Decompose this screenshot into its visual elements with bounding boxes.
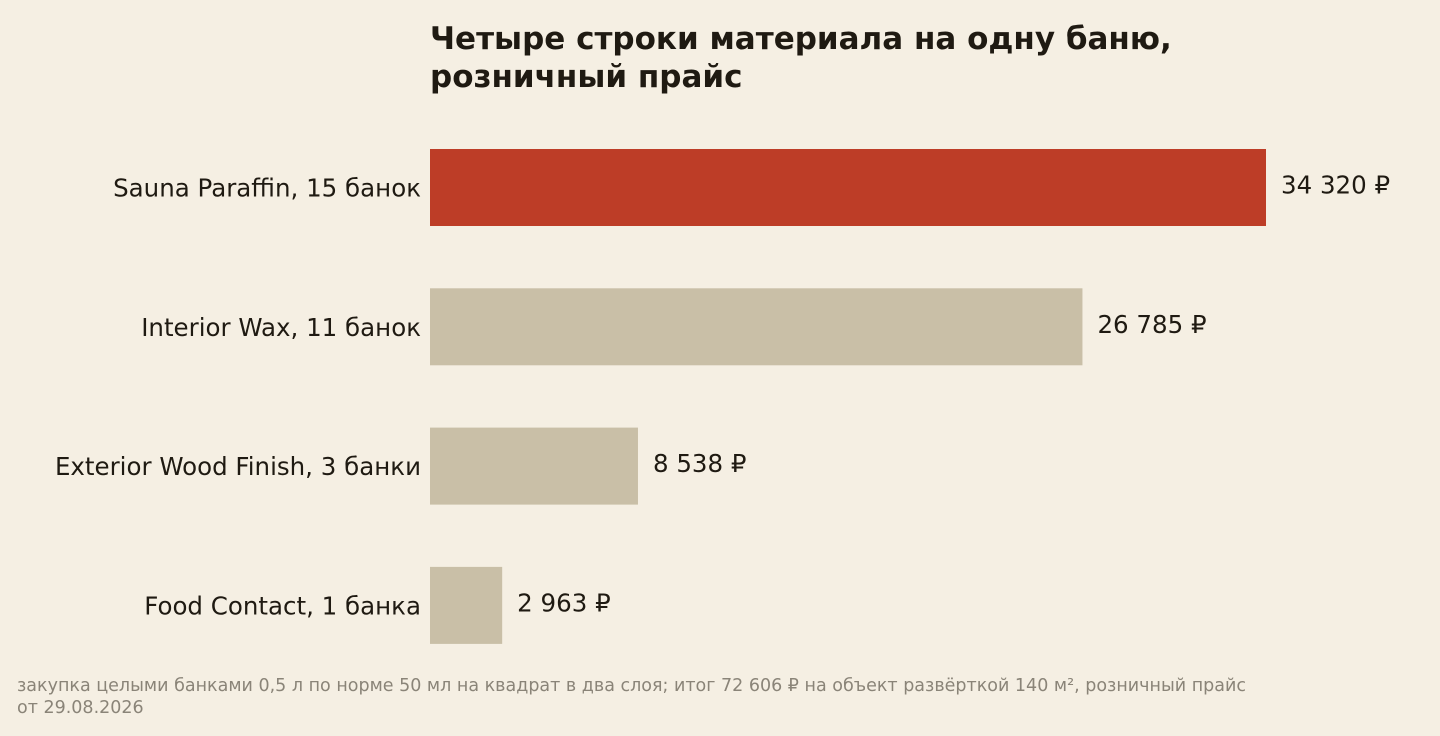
value-label: 8 538 ₽ [653,449,747,478]
chart-title-line-2: розничный прайс [430,59,743,95]
value-label: 34 320 ₽ [1281,171,1390,200]
value-label: 26 785 ₽ [1097,310,1206,339]
bar [430,149,1266,226]
footnote-line-2: от 29.08.2026 [17,698,144,718]
category-label: Exterior Wood Finish, 3 банки [55,452,421,481]
chart-footnote: закупка целыми банками 0,5 л по норме 50… [17,675,1432,719]
bar [430,427,638,505]
chart-title: Четыре строки материала на одну баню, ро… [430,20,1390,96]
category-label: Food Contact, 1 банка [144,591,421,620]
bar [430,566,503,644]
value-label: 2 963 ₽ [517,588,611,617]
chart-title-line-1: Четыре строки материала на одну баню, [430,21,1172,57]
footnote-line-1: закупка целыми банками 0,5 л по норме 50… [17,676,1246,696]
category-label: Sauna Paraffin, 15 банок [113,174,421,203]
bar [430,288,1083,366]
category-label: Interior Wax, 11 банок [141,313,421,342]
